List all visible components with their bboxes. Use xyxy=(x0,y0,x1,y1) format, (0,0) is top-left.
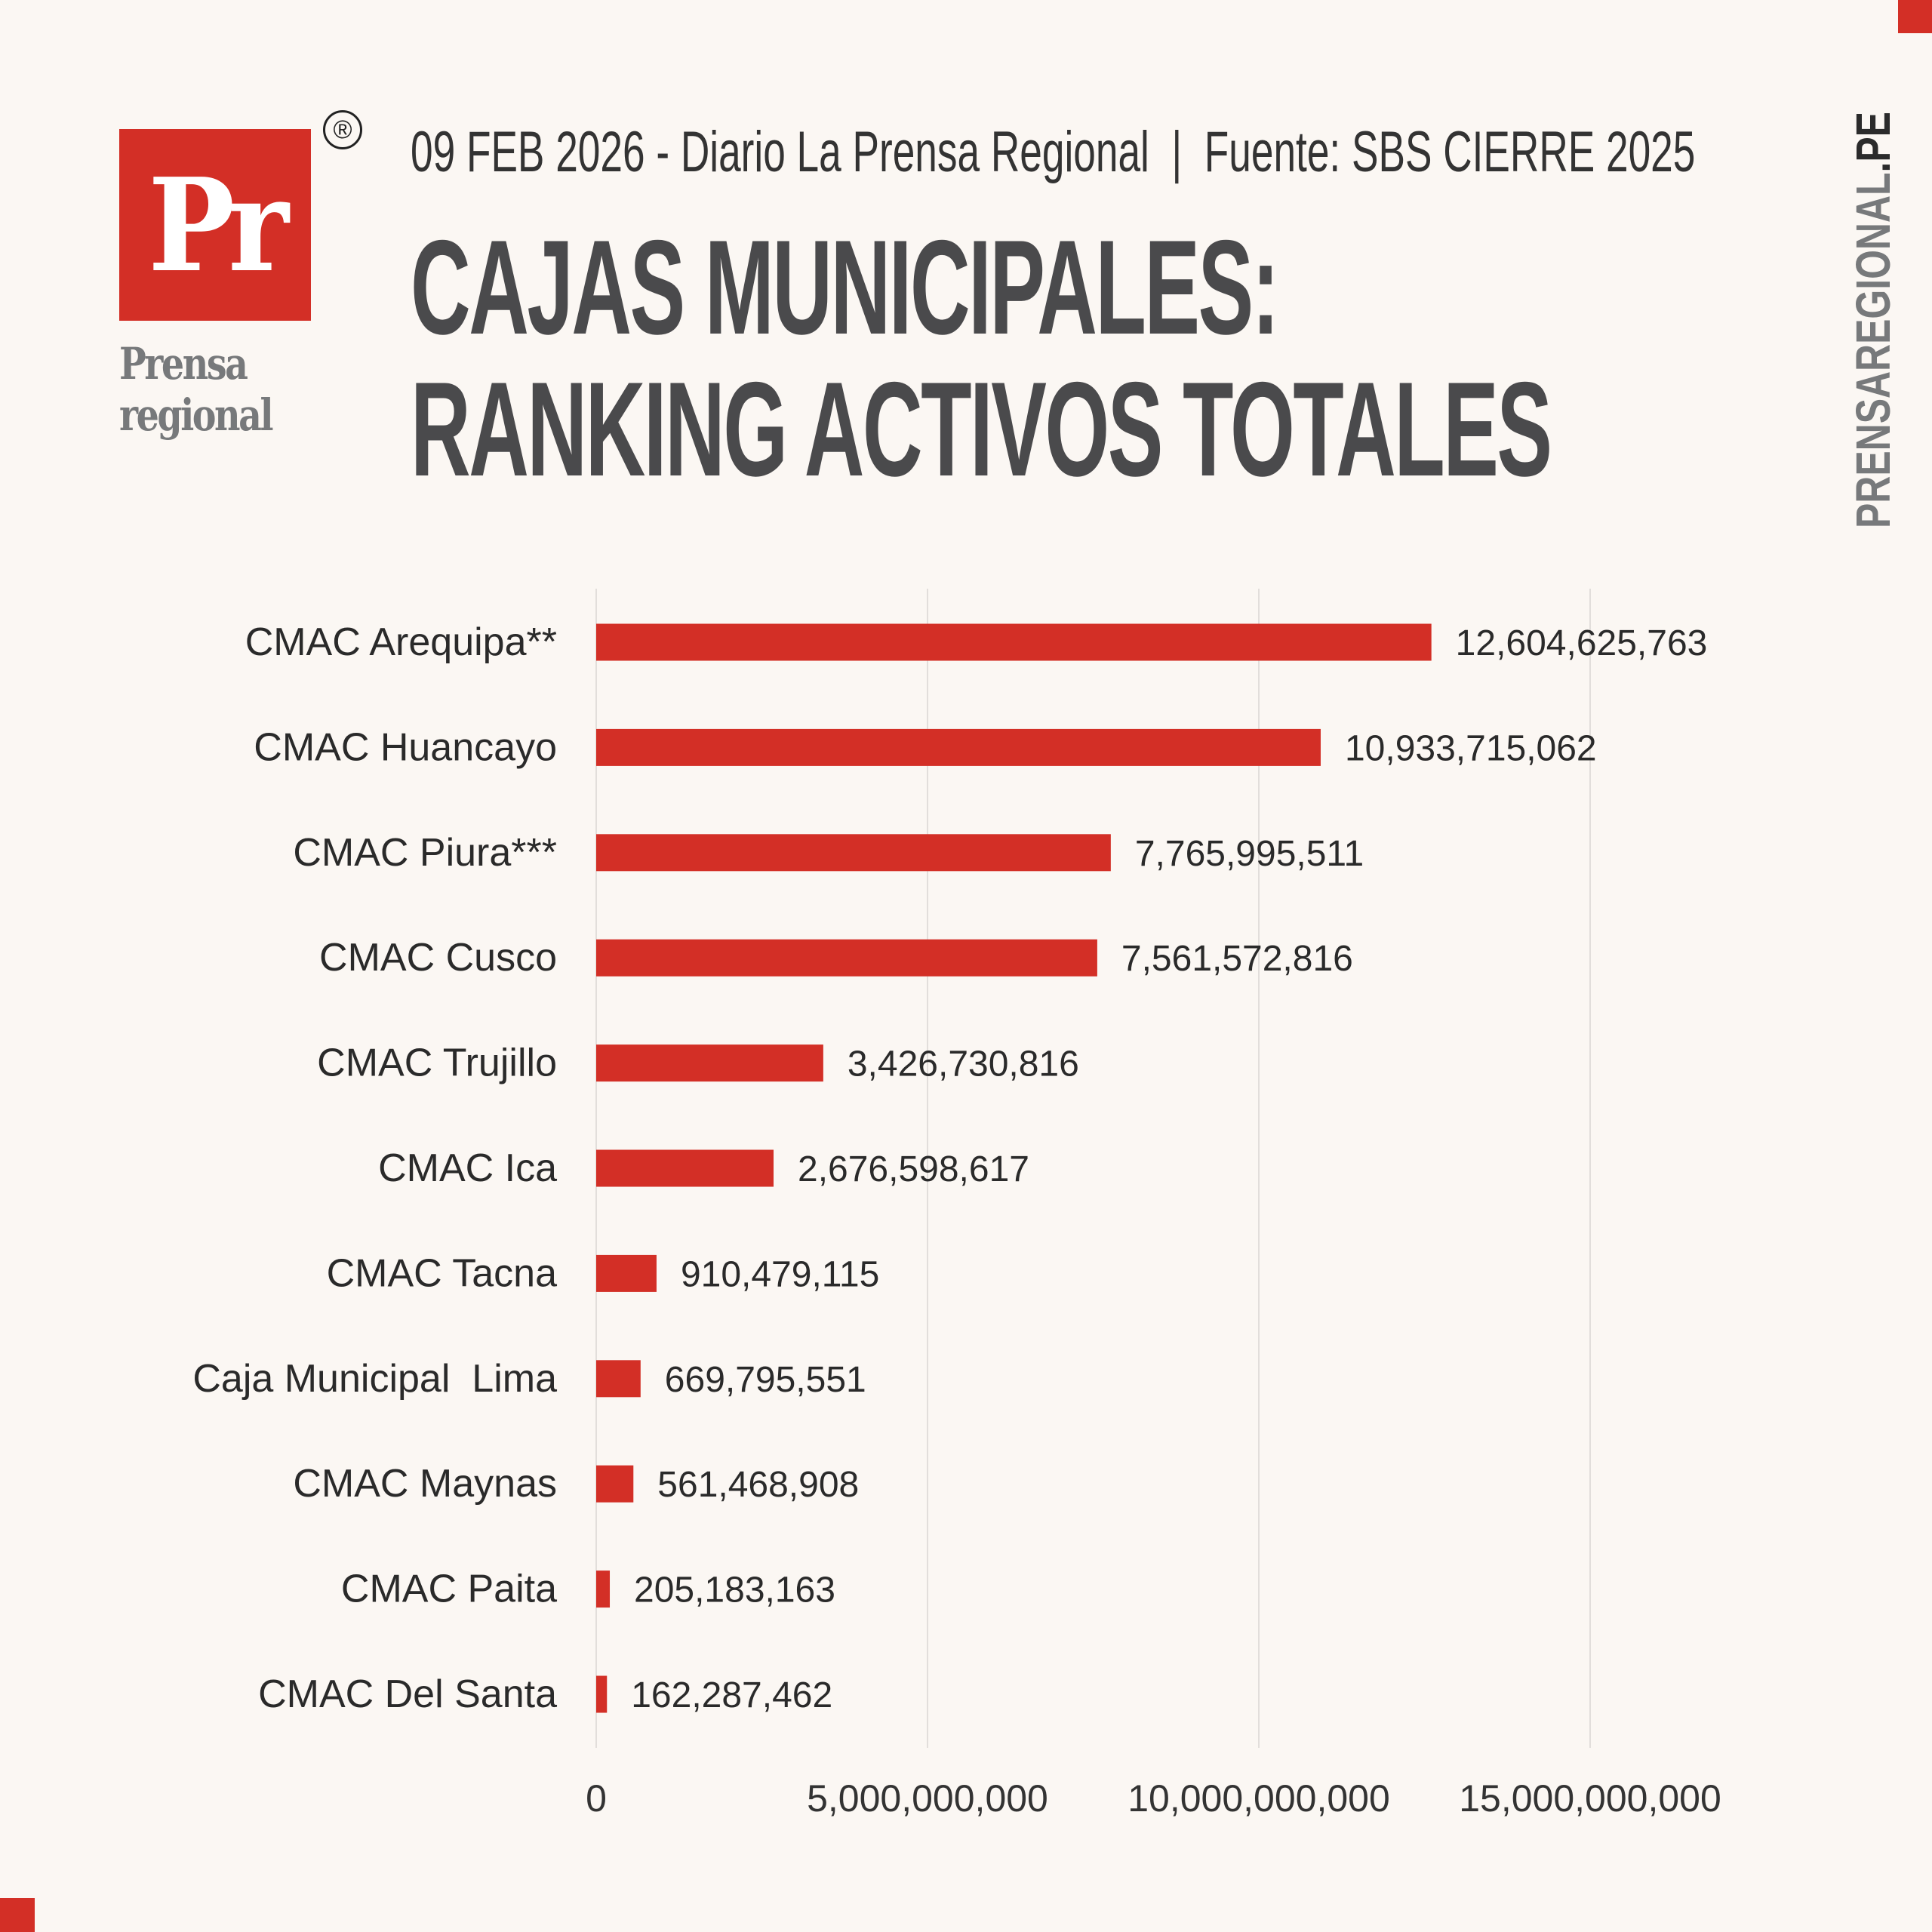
category-label: CMAC Ica xyxy=(378,1146,557,1190)
category-label: CMAC Arequipa** xyxy=(245,620,557,664)
value-label: 10,933,715,062 xyxy=(1345,728,1597,768)
value-label: 7,561,572,816 xyxy=(1121,939,1353,979)
x-tick-label: 10,000,000,000 xyxy=(1128,1777,1390,1820)
logo-wordmark-line2: regional xyxy=(119,389,274,441)
category-label: CMAC Cusco xyxy=(319,936,557,980)
value-label: 669,795,551 xyxy=(665,1360,866,1400)
value-label: 205,183,163 xyxy=(634,1571,835,1611)
registered-mark: ® xyxy=(323,110,362,149)
bar xyxy=(596,1254,657,1292)
category-label: CMAC Tacna xyxy=(327,1251,557,1295)
value-label: 3,426,730,816 xyxy=(848,1044,1079,1084)
category-label: Caja Municipal Lima xyxy=(192,1357,557,1401)
logo-wordmark: Prensa regional xyxy=(119,338,311,441)
value-label: 561,468,908 xyxy=(657,1465,859,1505)
logo-text: Pr xyxy=(148,150,289,301)
logo: Pr xyxy=(119,129,311,321)
bar xyxy=(596,1465,634,1503)
bar xyxy=(596,1044,823,1082)
category-label: CMAC Trujillo xyxy=(317,1041,557,1085)
value-label: 12,604,625,763 xyxy=(1456,623,1708,663)
x-tick-label: 15,000,000,000 xyxy=(1459,1777,1721,1820)
bar xyxy=(596,939,1097,977)
category-label: CMAC Del Santa xyxy=(258,1672,557,1716)
value-label: 2,676,598,617 xyxy=(798,1149,1029,1189)
x-tick-label: 0 xyxy=(586,1777,607,1820)
category-label: CMAC Huancayo xyxy=(254,725,557,769)
bar xyxy=(596,1149,774,1187)
logo-wordmark-line1: Prensa xyxy=(119,338,248,389)
bar xyxy=(596,728,1321,766)
category-label: CMAC Maynas xyxy=(293,1462,557,1506)
bar xyxy=(596,834,1111,872)
category-label: CMAC Paita xyxy=(341,1567,557,1611)
title-line-1: CAJAS MUNICIPALES: xyxy=(411,212,1279,362)
corner-accent-top-right xyxy=(1898,0,1932,33)
value-label: 910,479,115 xyxy=(681,1254,879,1294)
value-label: 7,765,995,511 xyxy=(1135,834,1364,874)
corner-accent-bottom-left xyxy=(0,1898,35,1932)
bar xyxy=(596,1360,641,1398)
bar xyxy=(596,623,1432,661)
bar xyxy=(596,1675,608,1713)
title-line-2: RANKING ACTIVOS TOTALES xyxy=(411,354,1552,504)
bar xyxy=(596,1571,611,1608)
category-label: CMAC Piura*** xyxy=(293,831,557,875)
x-tick-label: 5,000,000,000 xyxy=(807,1777,1048,1820)
value-label: 162,287,462 xyxy=(631,1675,832,1715)
subtitle: 09 FEB 2026 - Diario La Prensa Regional … xyxy=(411,120,1696,184)
